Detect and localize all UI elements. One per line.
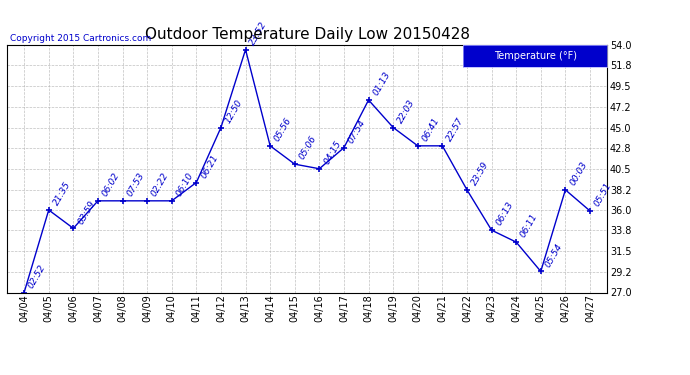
Text: 06:41: 06:41 bbox=[420, 116, 442, 143]
Text: 01:13: 01:13 bbox=[371, 70, 392, 97]
Text: 05:56: 05:56 bbox=[273, 116, 294, 143]
Text: 07:53: 07:53 bbox=[126, 171, 146, 198]
Text: Copyright 2015 Cartronics.com: Copyright 2015 Cartronics.com bbox=[10, 34, 152, 43]
Text: 12:50: 12:50 bbox=[224, 98, 244, 125]
Text: 05:54: 05:54 bbox=[544, 242, 564, 268]
Text: 05:06: 05:06 bbox=[297, 134, 318, 161]
Text: 06:13: 06:13 bbox=[494, 200, 515, 227]
Text: 22:03: 22:03 bbox=[396, 98, 417, 125]
Text: 03:59: 03:59 bbox=[76, 198, 97, 225]
Text: 06:02: 06:02 bbox=[101, 171, 121, 198]
Title: Outdoor Temperature Daily Low 20150428: Outdoor Temperature Daily Low 20150428 bbox=[144, 27, 470, 42]
Text: 02:52: 02:52 bbox=[27, 263, 48, 290]
Text: 23:52: 23:52 bbox=[248, 20, 269, 47]
Text: 22:57: 22:57 bbox=[445, 116, 466, 143]
Text: 02:22: 02:22 bbox=[150, 171, 170, 198]
Text: 00:03: 00:03 bbox=[568, 160, 589, 187]
Text: 06:21: 06:21 bbox=[199, 153, 220, 180]
Text: 05:51: 05:51 bbox=[593, 181, 613, 208]
Text: 06:10: 06:10 bbox=[175, 171, 195, 198]
Text: 06:11: 06:11 bbox=[519, 212, 540, 239]
Text: 23:59: 23:59 bbox=[470, 160, 491, 187]
Text: 07:54: 07:54 bbox=[347, 118, 368, 145]
Text: 21:35: 21:35 bbox=[52, 180, 72, 207]
Text: 04:15: 04:15 bbox=[322, 139, 343, 166]
